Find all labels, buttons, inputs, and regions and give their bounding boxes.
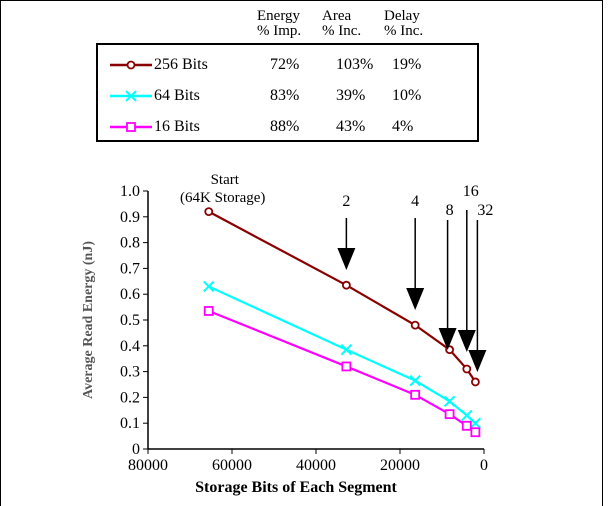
data-point-256-bits-2 <box>410 320 420 330</box>
legend-energy-16-bits: 88% <box>270 118 300 135</box>
annotation-label-16: 16 <box>463 183 479 200</box>
y-tick-label: 0.7 <box>120 260 140 277</box>
x-tick-label: 20000 <box>380 457 420 474</box>
data-point-16-bits-5 <box>470 427 481 438</box>
series-line-16-bits <box>208 309 477 434</box>
annotation-arrow-head-8 <box>438 328 457 350</box>
annotation-start: Start <box>211 172 240 188</box>
x-axis-label: Storage Bits of Each Segment <box>195 479 397 496</box>
legend-label-64-bits: 64 Bits <box>154 87 200 104</box>
legend-row-64-bits: 64 Bits 83% 39% 10% <box>98 86 481 110</box>
legend-delay-256-bits: 19% <box>392 56 422 73</box>
header-energy-line2: % Imp. <box>257 23 302 39</box>
y-tick-label: 0.9 <box>120 209 140 226</box>
data-point-64-bits-0 <box>203 280 215 293</box>
header-delay-line1: Delay <box>384 8 420 24</box>
legend-swatch-256-bits <box>110 60 152 70</box>
y-tick-label: 0.5 <box>120 312 140 329</box>
y-tick-label: 1.0 <box>120 183 140 200</box>
data-point-64-bits-3 <box>443 395 456 407</box>
annotation-arrow-head-32 <box>468 350 487 372</box>
data-point-256-bits-1 <box>341 280 351 290</box>
legend-row-16-bits: 16 Bits 88% 43% 4% <box>98 117 481 141</box>
annotation-label-4: 4 <box>411 193 419 210</box>
y-tick-label: 0.1 <box>120 415 140 432</box>
y-tick-label: 0.2 <box>120 389 140 406</box>
x-tick-label: 40000 <box>296 457 336 474</box>
data-point-16-bits-3 <box>444 409 455 420</box>
data-point-64-bits-5 <box>469 417 482 429</box>
series-line-256-bits <box>208 210 477 383</box>
data-point-256-bits-4 <box>462 364 472 374</box>
annotation-label-32: 32 <box>477 202 493 219</box>
header-delay-line2: % Inc. <box>384 23 424 39</box>
legend-label-16-bits: 16 Bits <box>154 118 200 135</box>
x-tick-label: 60000 <box>212 457 252 474</box>
data-point-64-bits-2 <box>409 374 421 387</box>
annotation-arrow-head-16 <box>457 330 476 352</box>
data-point-256-bits-5 <box>470 377 480 387</box>
legend-swatch-64-bits <box>110 90 152 102</box>
legend-table: 256 Bits 72% 103% 19% 64 Bits 83% 39% 10… <box>96 43 479 142</box>
y-tick-label: 0.3 <box>120 364 140 381</box>
data-point-16-bits-1 <box>341 361 352 372</box>
legend-delay-64-bits: 10% <box>392 87 422 104</box>
legend-delay-16-bits: 4% <box>392 118 414 135</box>
legend-energy-64-bits: 83% <box>270 87 300 104</box>
data-point-64-bits-1 <box>340 343 353 356</box>
legend-label-256-bits: 256 Bits <box>154 56 208 73</box>
annotation-label-2: 2 <box>342 193 350 210</box>
annotation-64k-storage: (64K Storage) <box>180 190 265 206</box>
y-tick-label: 0.6 <box>120 286 140 303</box>
y-axis-label: Average Read Energy (nJ) <box>81 241 96 399</box>
legend-area-16-bits: 43% <box>336 118 366 135</box>
data-point-256-bits-0 <box>204 207 214 217</box>
annotation-label-8: 8 <box>446 202 454 219</box>
legend-energy-256-bits: 72% <box>270 56 300 73</box>
y-tick-label: 0.4 <box>120 338 140 355</box>
legend-swatch-16-bits <box>110 122 152 132</box>
annotation-arrow-head-4 <box>406 288 425 310</box>
legend-area-256-bits: 103% <box>336 56 374 73</box>
annotation-arrow-head-2 <box>337 248 356 270</box>
header-area-line2: % Inc. <box>322 23 362 39</box>
x-tick-label: 0 <box>480 457 488 474</box>
data-point-16-bits-2 <box>410 389 421 400</box>
legend-area-64-bits: 39% <box>336 87 366 104</box>
header-area-line1: Area <box>322 8 352 24</box>
legend-row-256-bits: 256 Bits 72% 103% 19% <box>98 55 481 79</box>
data-point-16-bits-4 <box>461 420 472 431</box>
x-tick-label: 80000 <box>128 457 168 474</box>
header-energy-line1: Energy <box>257 8 301 24</box>
data-point-16-bits-0 <box>203 306 214 316</box>
y-tick-label: 0.8 <box>120 235 140 252</box>
y-tick-label: 0 <box>132 441 140 458</box>
